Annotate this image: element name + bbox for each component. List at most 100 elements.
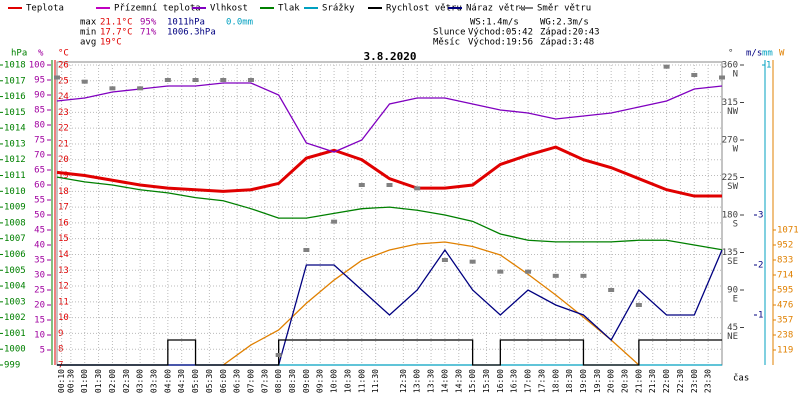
x-tick-label: 10:30 [343,369,352,393]
y-tick-label: 270 [722,136,738,146]
stats-label: avg [80,38,96,48]
x-tick-label: 21:30 [648,369,657,393]
y-tick-label: 1005 [4,266,26,276]
astro-value: Západ:3:48 [540,38,594,48]
wind-stat: WS:1.4m/s [470,18,519,28]
y-tick-label: 1016 [4,92,26,102]
x-tick-label: 22:30 [676,369,685,393]
y-tick-label: 75 [34,136,45,146]
y-tick-label: 238 [777,331,793,341]
y-tick-label: 10 [34,331,45,341]
y-tick-label: 1013 [4,139,26,149]
x-tick-label: 21:00 [634,369,643,393]
x-tick-label: 14:00 [440,369,449,393]
x-tick-label: 04:00 [163,369,172,393]
y-tick-label: 1009 [4,203,26,213]
direction-point [386,183,393,187]
direction-point [303,248,310,252]
y-tick-label: 14 [58,250,69,260]
y-tick-label: 1006 [4,250,26,260]
y-tick-label: 360 [722,61,738,71]
x-tick-label: 17:30 [537,369,546,393]
x-tick-label: 14:30 [454,369,463,393]
x-tick-label: 00:30 [66,369,75,393]
axis-unit: % [38,49,44,59]
direction-point [220,78,227,82]
y-tick-name: SE [727,257,738,267]
direction-point [552,273,559,278]
x-tick-label: 08:00 [274,369,283,393]
x-tick-label: 10:00 [330,369,339,393]
y-tick-label: 40 [34,241,45,251]
x-tick-label: 01:30 [94,369,103,393]
direction-point [331,219,338,224]
legend-label: Srážky [322,4,355,14]
x-tick-label: 03:00 [136,369,145,393]
y-tick-label: 1017 [4,76,26,86]
y-tick-label: 1011 [4,171,26,181]
y-tick-name: N [733,70,738,80]
direction-point [414,186,421,191]
x-tick-label: 16:00 [496,369,505,393]
y-tick-label: 60 [34,181,45,191]
direction-point [580,273,587,278]
axis-unit: m/s [746,49,762,59]
y-tick-label: 3 [758,211,763,221]
direction-point [719,75,725,80]
y-tick-label: 55 [34,196,45,206]
y-tick-label: 1018 [4,61,26,71]
x-tick-label: 06:00 [219,369,228,393]
y-tick-label: 45 [727,323,738,333]
y-tick-name: W [733,145,739,155]
y-tick-name: NW [727,107,738,117]
axis-unit: mm [762,49,773,59]
legend-label: Náraz větru [466,4,526,14]
y-tick-label: 833 [777,256,793,266]
y-tick-label: 35 [34,256,45,266]
y-tick-label: 80 [34,121,45,131]
y-tick-name: S [733,220,738,230]
direction-point [691,73,698,77]
direction-point [497,269,504,274]
chart-title: 3.8.2020 [364,50,417,63]
y-tick-label: 1004 [4,282,26,292]
stats-value: 95% [140,18,157,28]
x-tick-label: 08:30 [288,369,297,393]
y-tick-label: 70 [34,151,45,161]
wind-stat: WG:2.3m/s [540,18,589,28]
y-tick-label: 1000 [4,345,26,355]
stats-value: 21.1°C [100,18,133,28]
x-tick-label: 23:30 [704,369,713,393]
y-tick-label: 90 [727,286,738,296]
x-tick-label: 02:00 [108,369,117,393]
x-tick-label: 20:30 [621,369,630,393]
series-line [56,145,722,198]
direction-point [54,75,60,80]
astro-value: Západ:20:43 [540,28,600,38]
direction-point [81,79,88,84]
x-tick-label: 07:30 [260,369,269,393]
x-tick-label: 09:30 [316,369,325,393]
y-tick-label: 20 [34,301,45,311]
series-line [56,176,723,251]
x-tick-label: 17:00 [524,369,533,393]
y-tick-label: 2 [758,261,763,271]
y-tick-label: 1002 [4,313,26,323]
direction-point [247,78,254,82]
y-tick-name: SW [727,182,738,192]
y-tick-label: 119 [777,346,793,356]
y-tick-label: 999 [4,361,20,371]
y-tick-label: 1015 [4,108,26,118]
axis-unit: W [779,49,785,59]
stats-value: 19°C [100,38,122,48]
x-tick-label: 20:00 [607,369,616,393]
x-axis-label: čas [733,373,749,384]
direction-point [663,64,670,69]
x-tick-label: 04:30 [177,369,186,393]
y-tick-label: 180 [722,211,738,221]
y-tick-label: 1008 [4,218,26,228]
legend-label: Vlhkost [210,4,248,14]
x-tick-label: 05:00 [191,369,200,393]
x-tick-label: 03:30 [149,369,158,393]
direction-point [137,86,144,91]
